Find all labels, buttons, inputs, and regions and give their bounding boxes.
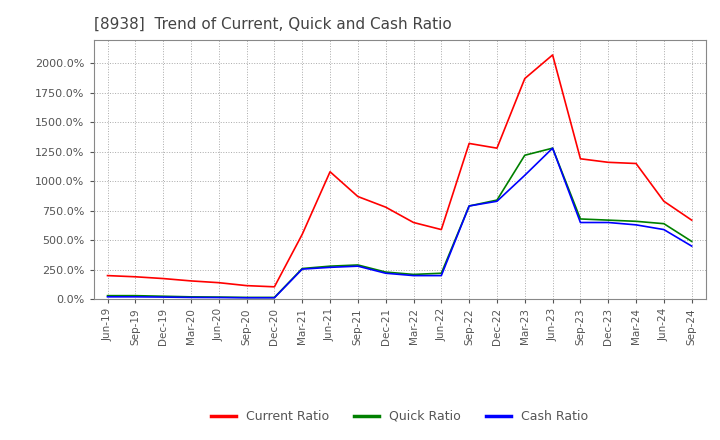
Current Ratio xyxy=(382,205,390,210)
Current Ratio xyxy=(521,76,529,81)
Quick Ratio xyxy=(409,272,418,277)
Quick Ratio xyxy=(298,266,307,271)
Cash Ratio xyxy=(186,295,195,300)
Line: Quick Ratio: Quick Ratio xyxy=(107,148,692,297)
Cash Ratio xyxy=(688,243,696,249)
Current Ratio xyxy=(549,52,557,58)
Current Ratio xyxy=(437,227,446,232)
Cash Ratio xyxy=(382,271,390,276)
Current Ratio xyxy=(242,283,251,288)
Quick Ratio xyxy=(131,293,140,298)
Cash Ratio xyxy=(242,295,251,301)
Cash Ratio xyxy=(325,265,334,270)
Quick Ratio xyxy=(437,271,446,276)
Cash Ratio xyxy=(409,273,418,278)
Current Ratio xyxy=(103,273,112,278)
Current Ratio xyxy=(409,220,418,225)
Cash Ratio xyxy=(159,294,168,300)
Quick Ratio xyxy=(521,153,529,158)
Quick Ratio xyxy=(688,239,696,244)
Legend: Current Ratio, Quick Ratio, Cash Ratio: Current Ratio, Quick Ratio, Cash Ratio xyxy=(206,405,593,428)
Current Ratio xyxy=(159,276,168,281)
Quick Ratio xyxy=(549,146,557,151)
Current Ratio xyxy=(492,146,501,151)
Cash Ratio xyxy=(437,273,446,278)
Line: Cash Ratio: Cash Ratio xyxy=(107,148,692,298)
Cash Ratio xyxy=(103,294,112,300)
Quick Ratio xyxy=(103,293,112,298)
Quick Ratio xyxy=(186,294,195,300)
Quick Ratio xyxy=(604,217,613,223)
Cash Ratio xyxy=(660,227,668,232)
Quick Ratio xyxy=(660,221,668,226)
Current Ratio xyxy=(325,169,334,174)
Quick Ratio xyxy=(382,269,390,275)
Current Ratio xyxy=(465,141,474,146)
Quick Ratio xyxy=(465,203,474,209)
Cash Ratio xyxy=(465,203,474,209)
Quick Ratio xyxy=(215,294,223,300)
Quick Ratio xyxy=(159,293,168,299)
Cash Ratio xyxy=(131,294,140,300)
Current Ratio xyxy=(186,278,195,283)
Current Ratio xyxy=(354,194,362,199)
Cash Ratio xyxy=(492,198,501,204)
Cash Ratio xyxy=(298,267,307,272)
Text: [8938]  Trend of Current, Quick and Cash Ratio: [8938] Trend of Current, Quick and Cash … xyxy=(94,16,451,32)
Quick Ratio xyxy=(270,295,279,300)
Current Ratio xyxy=(270,284,279,290)
Cash Ratio xyxy=(576,220,585,225)
Line: Current Ratio: Current Ratio xyxy=(107,55,692,287)
Cash Ratio xyxy=(354,264,362,269)
Cash Ratio xyxy=(549,146,557,151)
Cash Ratio xyxy=(521,172,529,178)
Cash Ratio xyxy=(270,295,279,301)
Current Ratio xyxy=(131,274,140,279)
Quick Ratio xyxy=(492,198,501,203)
Quick Ratio xyxy=(242,295,251,300)
Current Ratio xyxy=(576,156,585,161)
Cash Ratio xyxy=(215,295,223,300)
Quick Ratio xyxy=(576,216,585,222)
Current Ratio xyxy=(631,161,640,166)
Quick Ratio xyxy=(325,264,334,269)
Current Ratio xyxy=(298,231,307,237)
Cash Ratio xyxy=(631,222,640,227)
Current Ratio xyxy=(604,160,613,165)
Quick Ratio xyxy=(354,262,362,268)
Current Ratio xyxy=(688,217,696,223)
Current Ratio xyxy=(660,198,668,204)
Current Ratio xyxy=(215,280,223,285)
Quick Ratio xyxy=(631,219,640,224)
Cash Ratio xyxy=(604,220,613,225)
